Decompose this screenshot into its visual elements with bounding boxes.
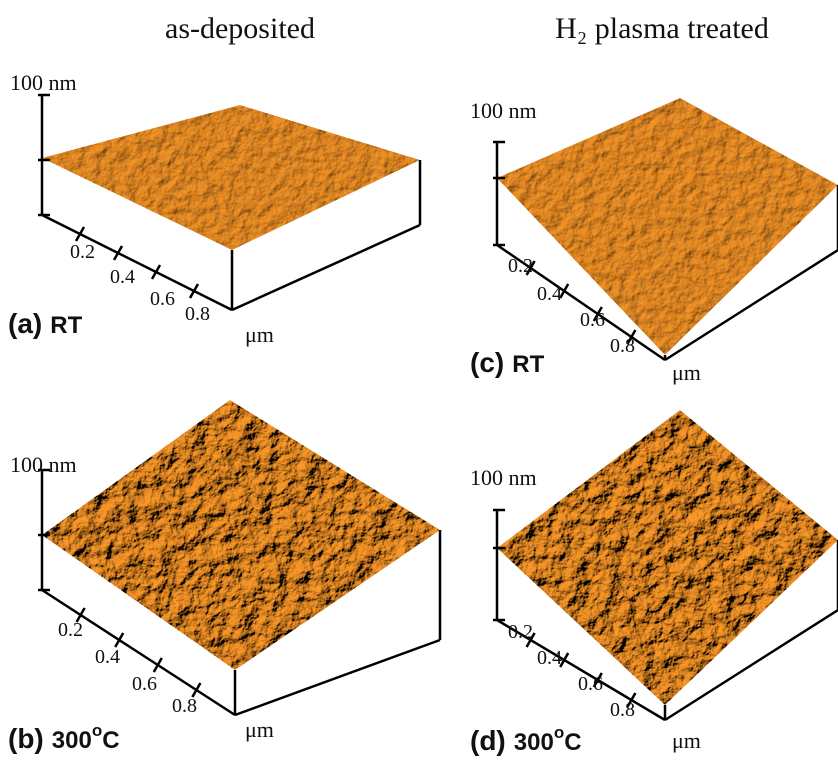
afm-panel: 0.2 0.4 0.6 0.8 100 nm μm (a) RT [8,70,420,347]
afm-panel: 0.20.4 0.6 0.8 100 nm μm (d) 300oC [470,410,838,756]
x-tick-label: 0.6 [580,309,605,331]
x-tick-label: 0.4 [95,646,120,668]
x-tick-label: 0.2 [508,255,533,277]
x-tick-label: 0.2 [508,621,533,643]
x-tick-label: 0.8 [610,699,635,721]
panel-condition: 300 [514,729,554,756]
z-label: 100 nm [470,465,537,490]
unit-label: μm [672,360,701,385]
panel-label: (b) 300oC [8,721,120,754]
z-label: 100 nm [470,98,537,123]
x-tick-label: 0.4 [110,266,135,288]
x-tick-label: 0.6 [578,673,603,695]
z-label: 100 nm [10,452,77,477]
panel-condition-unit: C [564,729,581,756]
x-tick-label: 0.2 [58,619,83,641]
x-tick-label: 0.8 [172,695,197,717]
column-title: H₂ plasma treated [555,12,769,45]
afm-panel: 0.20.4 0.60.8 100 nm μm (c) RT [470,98,838,385]
panel-letter: (b) [8,723,44,754]
unit-label: μm [245,717,274,742]
column-title: as-deposited [165,12,315,45]
x-tick-label: 0.6 [150,288,175,310]
surface [497,98,838,355]
panel-superscript: o [554,723,564,742]
panel-letter: (a) [8,308,42,339]
figure: as-deposited H₂ plasma treated 0.20.40.6… [0,0,838,761]
x-tick-label: 0.4 [537,283,562,305]
x-tick-label: 0.4 [537,647,562,669]
panel-condition: RT [512,351,544,378]
panel-letter: (d) [470,725,506,756]
unit-label: μm [672,728,701,753]
panel-superscript: o [92,721,102,740]
panel-label: (d) 300oC [470,723,582,756]
x-tick-label: 0.8 [185,303,210,325]
x-tick-label: 0.8 [610,335,635,357]
panel-letter: (c) [470,347,504,378]
panel-condition: RT [50,312,82,339]
x-tick-label: 0.6 [132,673,157,695]
bottom-edge [232,225,420,310]
x-tick-label: 0.2 [70,241,95,263]
z-label: 100 nm [10,70,77,95]
bottom-edge [235,640,440,715]
unit-label: μm [245,322,274,347]
afm-panel: 0.2 0.4 0.6 0.8 100 nm μm (b) 300oC [8,400,440,754]
panel-condition-unit: C [102,727,119,754]
panel-label: (a) RT [8,308,83,339]
panel-label: (c) RT [470,347,545,378]
panel-condition: 300 [52,727,92,754]
